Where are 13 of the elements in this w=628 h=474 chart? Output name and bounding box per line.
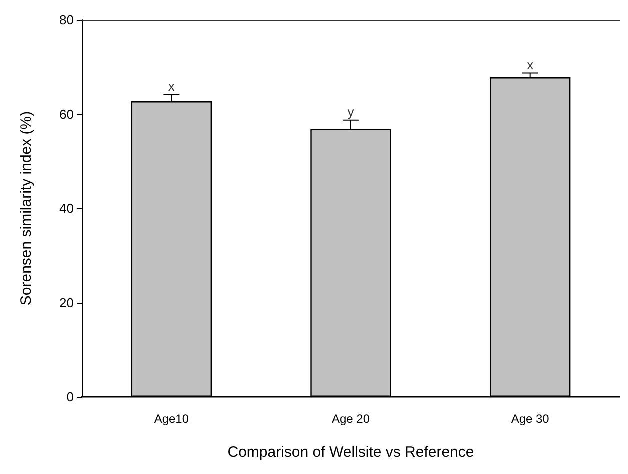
annotation: x — [168, 78, 176, 94]
annotation: y — [348, 104, 355, 120]
x-tick-label: Age 20 — [332, 412, 370, 426]
x-axis-title: Comparison of Wellsite vs Reference — [228, 444, 474, 461]
y-tick-label: 60 — [60, 106, 74, 122]
y-tick-label: 40 — [60, 201, 74, 216]
annotation: x — [527, 57, 534, 72]
y-tick-label: 0 — [66, 390, 74, 404]
y-axis-title: Sorensen similarity index (%) — [18, 111, 35, 306]
y-tick-label: 20 — [60, 295, 74, 310]
x-tick-label: Age10 — [154, 412, 190, 426]
y-tick-label: 80 — [60, 12, 74, 28]
x-tick-label: Age 30 — [511, 412, 550, 426]
